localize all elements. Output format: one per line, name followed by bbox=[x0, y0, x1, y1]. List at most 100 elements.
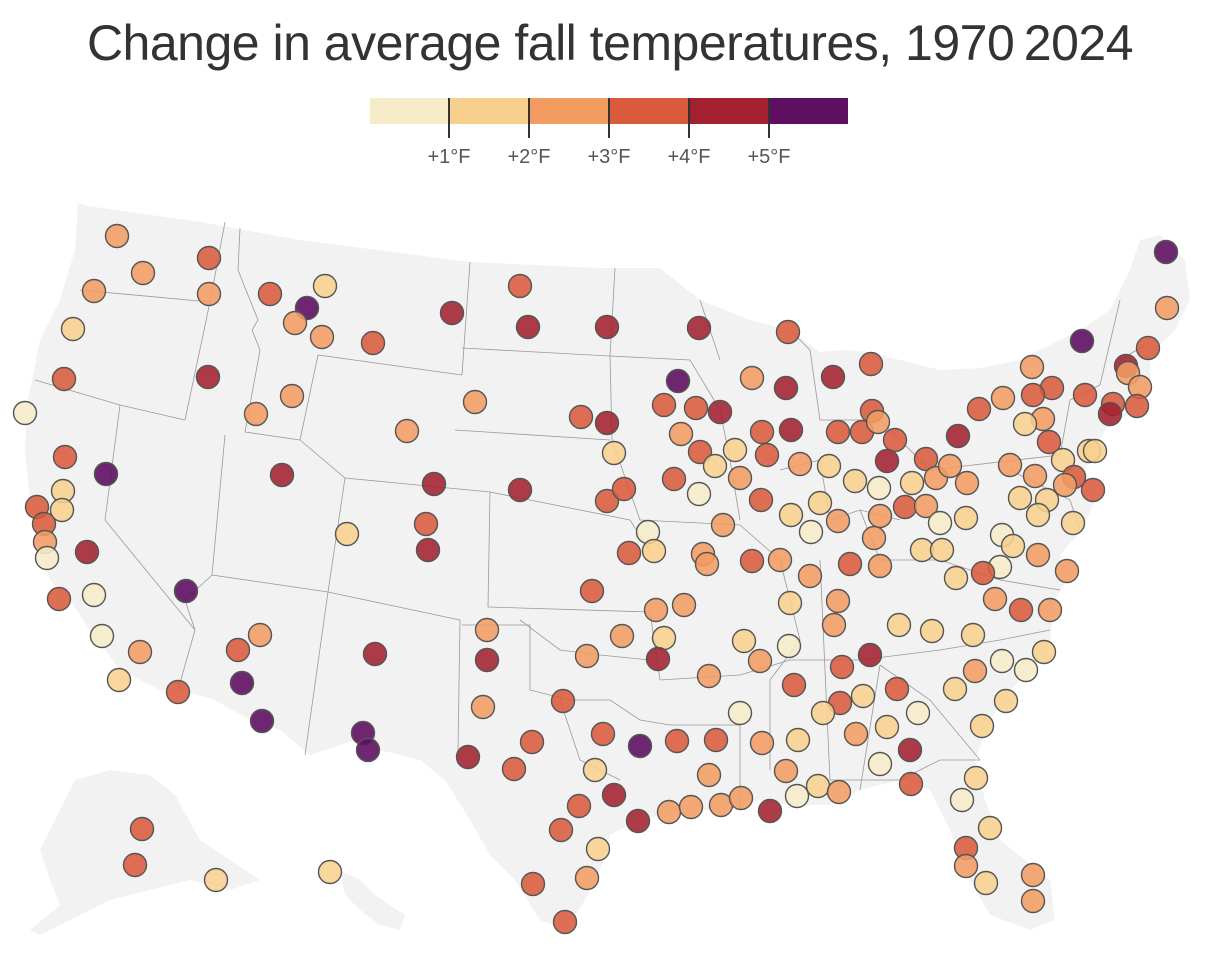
station-marker bbox=[550, 688, 576, 714]
legend-swatch-6 bbox=[770, 98, 848, 124]
station-marker bbox=[703, 727, 729, 753]
station-marker bbox=[687, 439, 713, 465]
station-marker bbox=[727, 700, 753, 726]
station-marker bbox=[1072, 382, 1098, 408]
station-marker bbox=[754, 442, 780, 468]
station-marker bbox=[243, 401, 269, 427]
station-marker bbox=[665, 368, 691, 394]
station-marker bbox=[594, 314, 620, 340]
station-marker bbox=[474, 617, 500, 643]
station-marker bbox=[696, 663, 722, 689]
station-marker bbox=[850, 683, 876, 709]
station-marker bbox=[520, 871, 546, 897]
station-marker bbox=[12, 400, 38, 426]
station-marker bbox=[826, 779, 852, 805]
station-marker bbox=[203, 867, 229, 893]
station-marker bbox=[585, 836, 611, 862]
station-marker bbox=[867, 553, 893, 579]
conterminous-us-land bbox=[25, 203, 1190, 930]
station-marker bbox=[898, 771, 924, 797]
legend-swatch-4 bbox=[610, 98, 690, 124]
station-marker bbox=[892, 494, 918, 520]
station-marker bbox=[394, 418, 420, 444]
station-marker bbox=[1031, 639, 1057, 665]
station-marker bbox=[309, 324, 335, 350]
station-marker bbox=[590, 721, 616, 747]
station-marker bbox=[122, 852, 148, 878]
station-marker bbox=[739, 365, 765, 391]
station-marker bbox=[462, 389, 488, 415]
station-marker bbox=[664, 728, 690, 754]
station-marker bbox=[415, 537, 441, 563]
station-marker bbox=[1020, 888, 1046, 914]
chart-title: Change in average fall temperatures, 197… bbox=[86, 15, 1134, 71]
station-marker bbox=[474, 647, 500, 673]
station-marker bbox=[1007, 485, 1033, 511]
station-marker bbox=[601, 440, 627, 466]
station-marker bbox=[874, 448, 900, 474]
station-marker bbox=[942, 676, 968, 702]
station-marker bbox=[196, 245, 222, 271]
station-marker bbox=[1020, 382, 1046, 408]
station-marker bbox=[165, 679, 191, 705]
legend-tick bbox=[448, 98, 450, 138]
station-marker bbox=[807, 490, 833, 516]
station-marker bbox=[362, 641, 388, 667]
station-marker bbox=[990, 385, 1016, 411]
station-marker bbox=[360, 330, 386, 356]
station-marker bbox=[651, 392, 677, 418]
station-marker bbox=[46, 586, 72, 612]
station-marker bbox=[501, 756, 527, 782]
station-marker bbox=[707, 399, 733, 425]
station-marker bbox=[953, 853, 979, 879]
station-marker bbox=[886, 612, 912, 638]
station-marker bbox=[757, 798, 783, 824]
station-marker bbox=[857, 642, 883, 668]
station-marker bbox=[696, 762, 722, 788]
station-marker bbox=[643, 597, 669, 623]
station-marker bbox=[1060, 510, 1086, 536]
station-marker bbox=[874, 714, 900, 740]
station-marker bbox=[973, 870, 999, 896]
station-marker bbox=[776, 633, 802, 659]
station-marker bbox=[787, 451, 813, 477]
station-marker bbox=[247, 622, 273, 648]
station-marker bbox=[671, 592, 697, 618]
legend-label-2f: +2°F bbox=[507, 146, 551, 168]
us-map bbox=[12, 203, 1190, 935]
station-marker bbox=[773, 758, 799, 784]
station-marker bbox=[810, 700, 836, 726]
station-marker bbox=[722, 437, 748, 463]
station-marker bbox=[775, 319, 801, 345]
station-marker bbox=[1020, 862, 1046, 888]
station-marker bbox=[825, 588, 851, 614]
station-marker bbox=[778, 417, 804, 443]
legend-label-5f: +5°F bbox=[747, 146, 791, 168]
station-marker bbox=[1022, 463, 1048, 489]
station-marker bbox=[566, 793, 592, 819]
station-marker bbox=[548, 817, 574, 843]
station-marker bbox=[439, 300, 465, 326]
station-marker bbox=[507, 273, 533, 299]
station-marker bbox=[93, 461, 119, 487]
station-marker bbox=[825, 508, 851, 534]
station-marker bbox=[773, 375, 799, 401]
station-marker bbox=[842, 468, 868, 494]
station-marker bbox=[731, 628, 757, 654]
station-marker bbox=[616, 540, 642, 566]
station-marker bbox=[728, 785, 754, 811]
station-marker bbox=[781, 672, 807, 698]
legend-tick bbox=[768, 98, 770, 138]
station-marker bbox=[1025, 542, 1051, 568]
station-marker bbox=[515, 314, 541, 340]
station-marker bbox=[816, 453, 842, 479]
station-marker bbox=[1000, 533, 1026, 559]
station-marker bbox=[897, 737, 923, 763]
station-marker bbox=[507, 477, 533, 503]
station-marker bbox=[1052, 472, 1078, 498]
station-marker bbox=[937, 453, 963, 479]
station-marker bbox=[749, 730, 775, 756]
station-marker bbox=[74, 539, 100, 565]
station-marker bbox=[784, 783, 810, 809]
station-marker bbox=[1097, 401, 1123, 427]
